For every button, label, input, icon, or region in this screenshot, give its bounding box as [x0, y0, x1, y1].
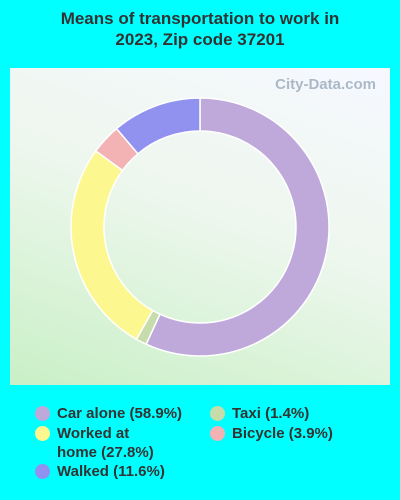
- legend-item: Bicycle (3.9%): [210, 424, 333, 443]
- legend-label: Worked at home (27.8%): [57, 425, 154, 461]
- legend-item: Taxi (1.4%): [210, 404, 309, 423]
- legend-label: Walked (11.6%): [57, 463, 165, 480]
- legend-item: Worked at home (27.8%): [35, 424, 167, 462]
- legend-label: Bicycle (3.9%): [232, 425, 333, 442]
- legend-label: Taxi (1.4%): [232, 405, 310, 422]
- legend-swatch: [35, 406, 50, 421]
- legend-swatch: [210, 406, 225, 421]
- donut-segment: [145, 97, 330, 357]
- watermark: City-Data.com: [275, 76, 376, 93]
- legend-item: Walked (11.6%): [35, 462, 165, 481]
- legend-swatch: [35, 464, 50, 479]
- legend-swatch: [210, 426, 225, 441]
- chart-title: Means of transportation to work in 2023,…: [60, 9, 340, 49]
- donut-segment: [115, 97, 201, 155]
- legend-item: Car alone (58.9%): [35, 404, 182, 423]
- legend-swatch: [35, 426, 50, 441]
- legend-label: Car alone (58.9%): [57, 405, 183, 422]
- donut-segment: [70, 149, 154, 341]
